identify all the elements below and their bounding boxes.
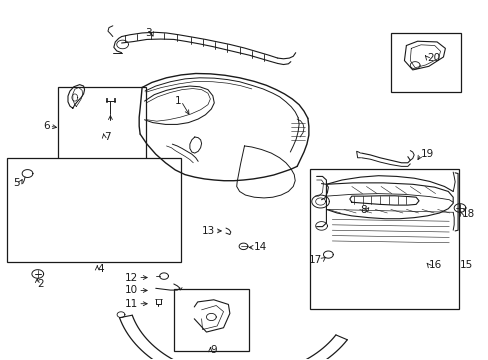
- Text: 3: 3: [145, 28, 152, 38]
- Text: 10: 10: [125, 285, 138, 296]
- Text: 19: 19: [420, 149, 433, 159]
- Text: 5: 5: [14, 178, 20, 188]
- Bar: [6, 158, 181, 262]
- Text: 8: 8: [359, 206, 366, 216]
- Text: 11: 11: [125, 299, 138, 309]
- Text: 20: 20: [427, 53, 440, 63]
- Text: 13: 13: [202, 226, 215, 236]
- Bar: [173, 289, 249, 351]
- Text: 14: 14: [254, 242, 267, 252]
- Text: 4: 4: [97, 264, 103, 274]
- Text: 17: 17: [308, 255, 322, 265]
- Text: 15: 15: [459, 260, 472, 270]
- Bar: [310, 169, 458, 309]
- Text: 12: 12: [125, 273, 138, 283]
- Text: 1: 1: [174, 96, 181, 106]
- Text: 2: 2: [37, 279, 44, 289]
- Text: 7: 7: [104, 132, 110, 142]
- Bar: [58, 87, 146, 160]
- Text: 16: 16: [428, 260, 441, 270]
- Text: 9: 9: [210, 345, 217, 355]
- Text: 6: 6: [43, 121, 49, 131]
- Bar: [390, 33, 461, 92]
- Text: 18: 18: [461, 209, 474, 219]
